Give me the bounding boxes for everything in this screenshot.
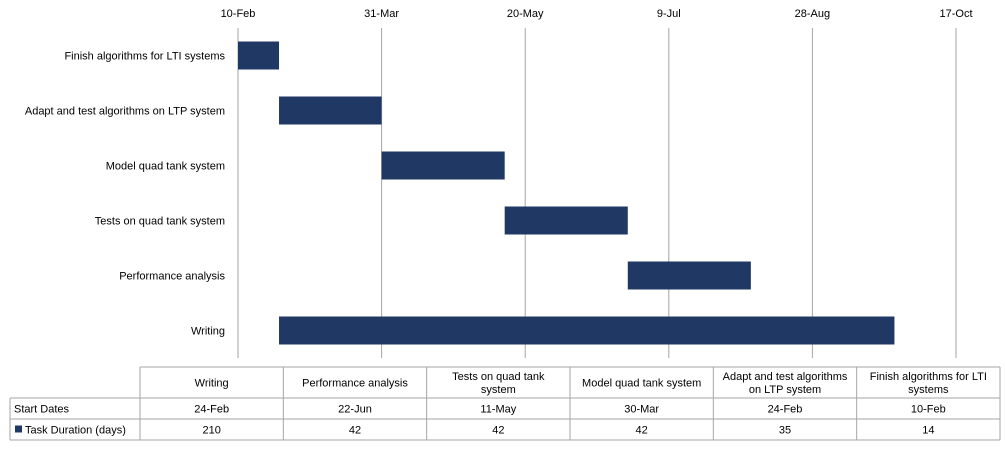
task-label: Model quad tank system bbox=[106, 161, 225, 173]
table-column-header: Tests on quad tank bbox=[452, 371, 545, 383]
legend-key bbox=[15, 425, 22, 433]
task-label: Performance analysis bbox=[119, 271, 225, 283]
table-row-label: Task Duration (days) bbox=[25, 425, 126, 437]
task-bar bbox=[381, 151, 505, 180]
x-tick-label: 28-Aug bbox=[795, 8, 830, 20]
table-cell: 24-Feb bbox=[194, 404, 229, 416]
x-tick-label: 31-Mar bbox=[364, 8, 399, 20]
x-tick-label: 17-Oct bbox=[939, 8, 972, 20]
task-label: Finish algorithms for LTI systems bbox=[64, 51, 225, 63]
table-column-header: system bbox=[481, 384, 516, 396]
task-bar bbox=[279, 96, 382, 125]
table-cell: 42 bbox=[349, 425, 361, 437]
x-tick-label: 20-May bbox=[507, 8, 544, 20]
table-column-header: Finish algorithms for LTI bbox=[870, 371, 987, 383]
table-column-header: on LTP system bbox=[749, 384, 821, 396]
table-column-header: Model quad tank system bbox=[582, 378, 701, 390]
task-bar bbox=[238, 41, 280, 70]
table-cell: 14 bbox=[922, 425, 934, 437]
table-row-label: Start Dates bbox=[14, 404, 70, 416]
task-label: Writing bbox=[191, 326, 225, 338]
table-cell: 42 bbox=[636, 425, 648, 437]
table-cell: 10-Feb bbox=[911, 404, 946, 416]
table-cell: 30-Mar bbox=[624, 404, 659, 416]
task-bar bbox=[627, 261, 751, 290]
table-cell: 22-Jun bbox=[338, 404, 372, 416]
task-bar bbox=[279, 316, 895, 345]
table-cell: 11-May bbox=[480, 404, 516, 416]
table-cell: 210 bbox=[202, 425, 220, 437]
table-cell: 42 bbox=[492, 425, 504, 437]
x-tick-label: 9-Jul bbox=[657, 8, 681, 20]
table-column-header: systems bbox=[908, 384, 949, 396]
task-label: Adapt and test algorithms on LTP system bbox=[25, 106, 225, 118]
table-column-header: Writing bbox=[195, 378, 229, 390]
table-column-header: Performance analysis bbox=[302, 378, 408, 390]
task-bar bbox=[504, 206, 628, 235]
task-label: Tests on quad tank system bbox=[95, 216, 225, 228]
table-column-header: Adapt and test algorithms bbox=[723, 371, 848, 383]
table-cell: 24-Feb bbox=[768, 404, 803, 416]
x-tick-label: 10-Feb bbox=[221, 8, 256, 20]
table-cell: 35 bbox=[779, 425, 791, 437]
